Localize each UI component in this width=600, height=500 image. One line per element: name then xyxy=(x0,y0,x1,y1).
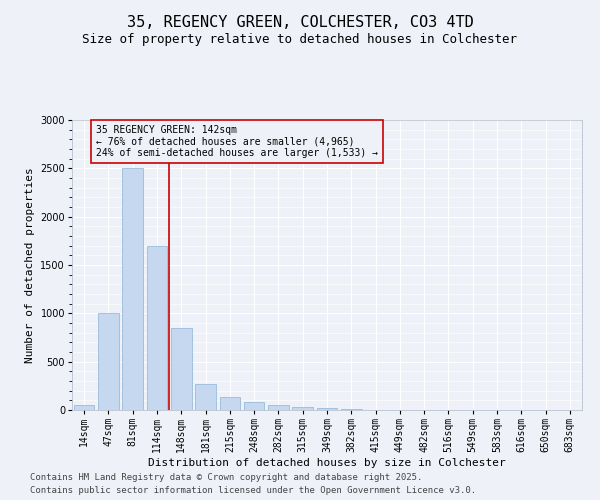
Bar xyxy=(195,384,216,410)
Bar xyxy=(220,398,240,410)
Text: Size of property relative to detached houses in Colchester: Size of property relative to detached ho… xyxy=(83,32,517,46)
Bar xyxy=(341,409,362,410)
Text: 35 REGENCY GREEN: 142sqm
← 76% of detached houses are smaller (4,965)
24% of sem: 35 REGENCY GREEN: 142sqm ← 76% of detach… xyxy=(96,125,378,158)
Bar xyxy=(98,314,119,410)
X-axis label: Distribution of detached houses by size in Colchester: Distribution of detached houses by size … xyxy=(148,458,506,468)
Bar xyxy=(146,246,167,410)
Bar xyxy=(74,405,94,410)
Bar xyxy=(244,402,265,410)
Text: Contains public sector information licensed under the Open Government Licence v3: Contains public sector information licen… xyxy=(30,486,476,495)
Bar xyxy=(317,408,337,410)
Bar xyxy=(292,407,313,410)
Bar xyxy=(122,168,143,410)
Bar xyxy=(171,328,191,410)
Y-axis label: Number of detached properties: Number of detached properties xyxy=(25,167,35,363)
Bar xyxy=(268,405,289,410)
Text: 35, REGENCY GREEN, COLCHESTER, CO3 4TD: 35, REGENCY GREEN, COLCHESTER, CO3 4TD xyxy=(127,15,473,30)
Text: Contains HM Land Registry data © Crown copyright and database right 2025.: Contains HM Land Registry data © Crown c… xyxy=(30,474,422,482)
